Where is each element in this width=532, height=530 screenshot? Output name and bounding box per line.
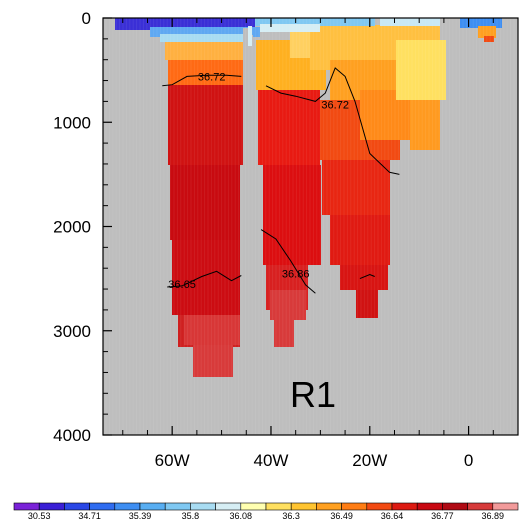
axes: 0 1000 2000 3000 4000 60W 40W 20W 0 — [53, 9, 519, 470]
contour-label: 36.72 — [321, 100, 349, 112]
salinity-cell — [168, 80, 243, 165]
salinity-cell — [396, 40, 446, 100]
y-tick-label: 4000 — [53, 426, 91, 445]
y-tick-label: 0 — [82, 9, 91, 28]
ridge-gap — [243, 28, 248, 38]
contour-line — [265, 67, 400, 175]
colorbar-swatch — [190, 502, 216, 511]
salinity-cell — [478, 26, 496, 38]
salinity-cell — [322, 160, 390, 215]
salinity-cell — [260, 24, 320, 32]
colorbar-swatch — [38, 502, 65, 511]
contour-line — [167, 270, 242, 288]
colorbar-swatch — [416, 502, 443, 511]
colorbar-label: 36.89 — [482, 511, 505, 521]
colorbar-swatch — [341, 502, 368, 511]
y-tick-label: 1000 — [53, 113, 91, 132]
x-tick-label: 60W — [155, 451, 190, 470]
contour-label: 36.86 — [282, 268, 310, 280]
colorbar-swatch — [139, 502, 166, 511]
salinity-cell — [410, 100, 440, 150]
salinity-cell — [184, 315, 240, 345]
colorbar-swatch — [13, 502, 40, 511]
colorbar-label: 36.64 — [381, 511, 404, 521]
salinity-cell — [380, 18, 440, 26]
salinity-cell — [150, 27, 260, 37]
colorbar-swatch — [316, 502, 342, 511]
colorbar-swatch — [467, 502, 494, 511]
colorbar-label: 35.8 — [182, 511, 200, 521]
salinity-cell — [172, 240, 240, 315]
salinity-cell — [484, 36, 494, 42]
colorbar-label: 36.3 — [282, 511, 300, 521]
colorbar-label: 36.08 — [230, 511, 253, 521]
colorbar-swatch — [265, 502, 292, 511]
colorbar-swatch — [64, 502, 90, 511]
colorbar-swatch — [89, 502, 116, 511]
region-label: R1 — [290, 374, 336, 415]
salinity-cell — [255, 18, 375, 26]
salinity-cell — [160, 34, 250, 42]
colorbar-swatch — [366, 502, 393, 511]
y-tick-label: 3000 — [53, 322, 91, 341]
x-tick-label: 0 — [464, 451, 473, 470]
colorbar: 30.53 34.71 35.39 35.8 36.08 36.3 36.49 36.64 36… — [13, 502, 519, 521]
colorbar-swatch — [114, 502, 141, 511]
contour-lines: 36.72 36.72 36.65 36.86 — [162, 67, 400, 294]
x-tick-label: 40W — [253, 451, 288, 470]
colorbar-swatch — [492, 502, 519, 511]
colorbar-swatch — [164, 502, 191, 511]
salinity-cell — [170, 165, 240, 240]
y-tick-label: 2000 — [53, 218, 91, 237]
salinity-cell — [263, 165, 321, 265]
salinity-cell — [340, 265, 388, 290]
contour-line — [260, 229, 316, 294]
salinity-cell — [165, 40, 250, 60]
colorbar-label: 35.39 — [129, 511, 152, 521]
contour-line — [162, 74, 242, 87]
colorbar-label: 36.77 — [431, 511, 454, 521]
colorbar-label: 34.71 — [78, 511, 101, 521]
salinity-cell — [193, 345, 233, 377]
ridge-gap — [248, 26, 252, 46]
ridge-gap — [243, 35, 253, 435]
colorbar-swatch — [240, 502, 267, 511]
salinity-cell — [356, 290, 378, 318]
colorbar-swatch — [290, 502, 317, 511]
x-tick-label: 20W — [352, 451, 387, 470]
colorbar-swatch — [442, 502, 468, 511]
contour-line — [359, 273, 375, 280]
salinity-cell — [330, 215, 390, 265]
colorbar-swatch — [391, 502, 418, 511]
colorbar-label: 36.49 — [330, 511, 353, 521]
colorbar-swatch — [215, 502, 242, 511]
salinity-cell — [274, 315, 294, 347]
contour-label: 36.65 — [168, 279, 196, 291]
salinity-cell — [460, 18, 502, 28]
contour-label: 36.72 — [198, 71, 226, 83]
salinity-cell — [258, 85, 320, 165]
colorbar-label: 30.53 — [28, 511, 51, 521]
salinity-field — [105, 18, 518, 435]
